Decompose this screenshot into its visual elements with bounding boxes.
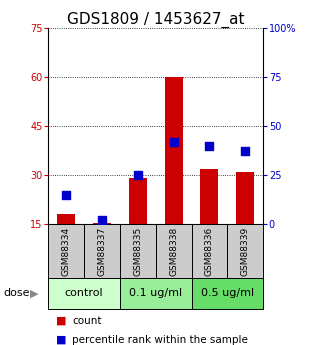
Text: control: control	[65, 288, 103, 298]
Bar	[120, 224, 156, 278]
Bar	[192, 278, 263, 309]
Bar	[227, 224, 263, 278]
Bar	[129, 178, 147, 224]
Text: count: count	[72, 316, 102, 326]
Bar	[84, 224, 120, 278]
Bar	[201, 169, 218, 224]
Bar	[48, 224, 84, 278]
Bar	[192, 224, 227, 278]
Bar	[236, 172, 254, 224]
Point	[99, 218, 104, 223]
Point	[207, 143, 212, 148]
Text: GSM88339: GSM88339	[241, 226, 250, 276]
Point	[135, 172, 140, 178]
Text: dose: dose	[3, 288, 30, 298]
Point	[64, 192, 69, 197]
Bar	[120, 278, 192, 309]
Text: GSM88336: GSM88336	[205, 226, 214, 276]
Bar	[93, 223, 111, 224]
Text: percentile rank within the sample: percentile rank within the sample	[72, 335, 248, 345]
Text: GSM88335: GSM88335	[133, 226, 142, 276]
Point	[243, 149, 248, 154]
Text: ▶: ▶	[30, 289, 38, 299]
Text: GSM88334: GSM88334	[62, 226, 71, 276]
Bar	[57, 215, 75, 224]
Title: GDS1809 / 1453627_at: GDS1809 / 1453627_at	[67, 11, 244, 28]
Bar	[156, 224, 192, 278]
Text: ■: ■	[56, 316, 67, 326]
Bar	[48, 278, 120, 309]
Text: GSM88338: GSM88338	[169, 226, 178, 276]
Text: ■: ■	[56, 335, 67, 345]
Text: 0.1 ug/ml: 0.1 ug/ml	[129, 288, 182, 298]
Text: GSM88337: GSM88337	[97, 226, 107, 276]
Point	[171, 139, 176, 145]
Bar	[165, 77, 183, 224]
Text: 0.5 ug/ml: 0.5 ug/ml	[201, 288, 254, 298]
